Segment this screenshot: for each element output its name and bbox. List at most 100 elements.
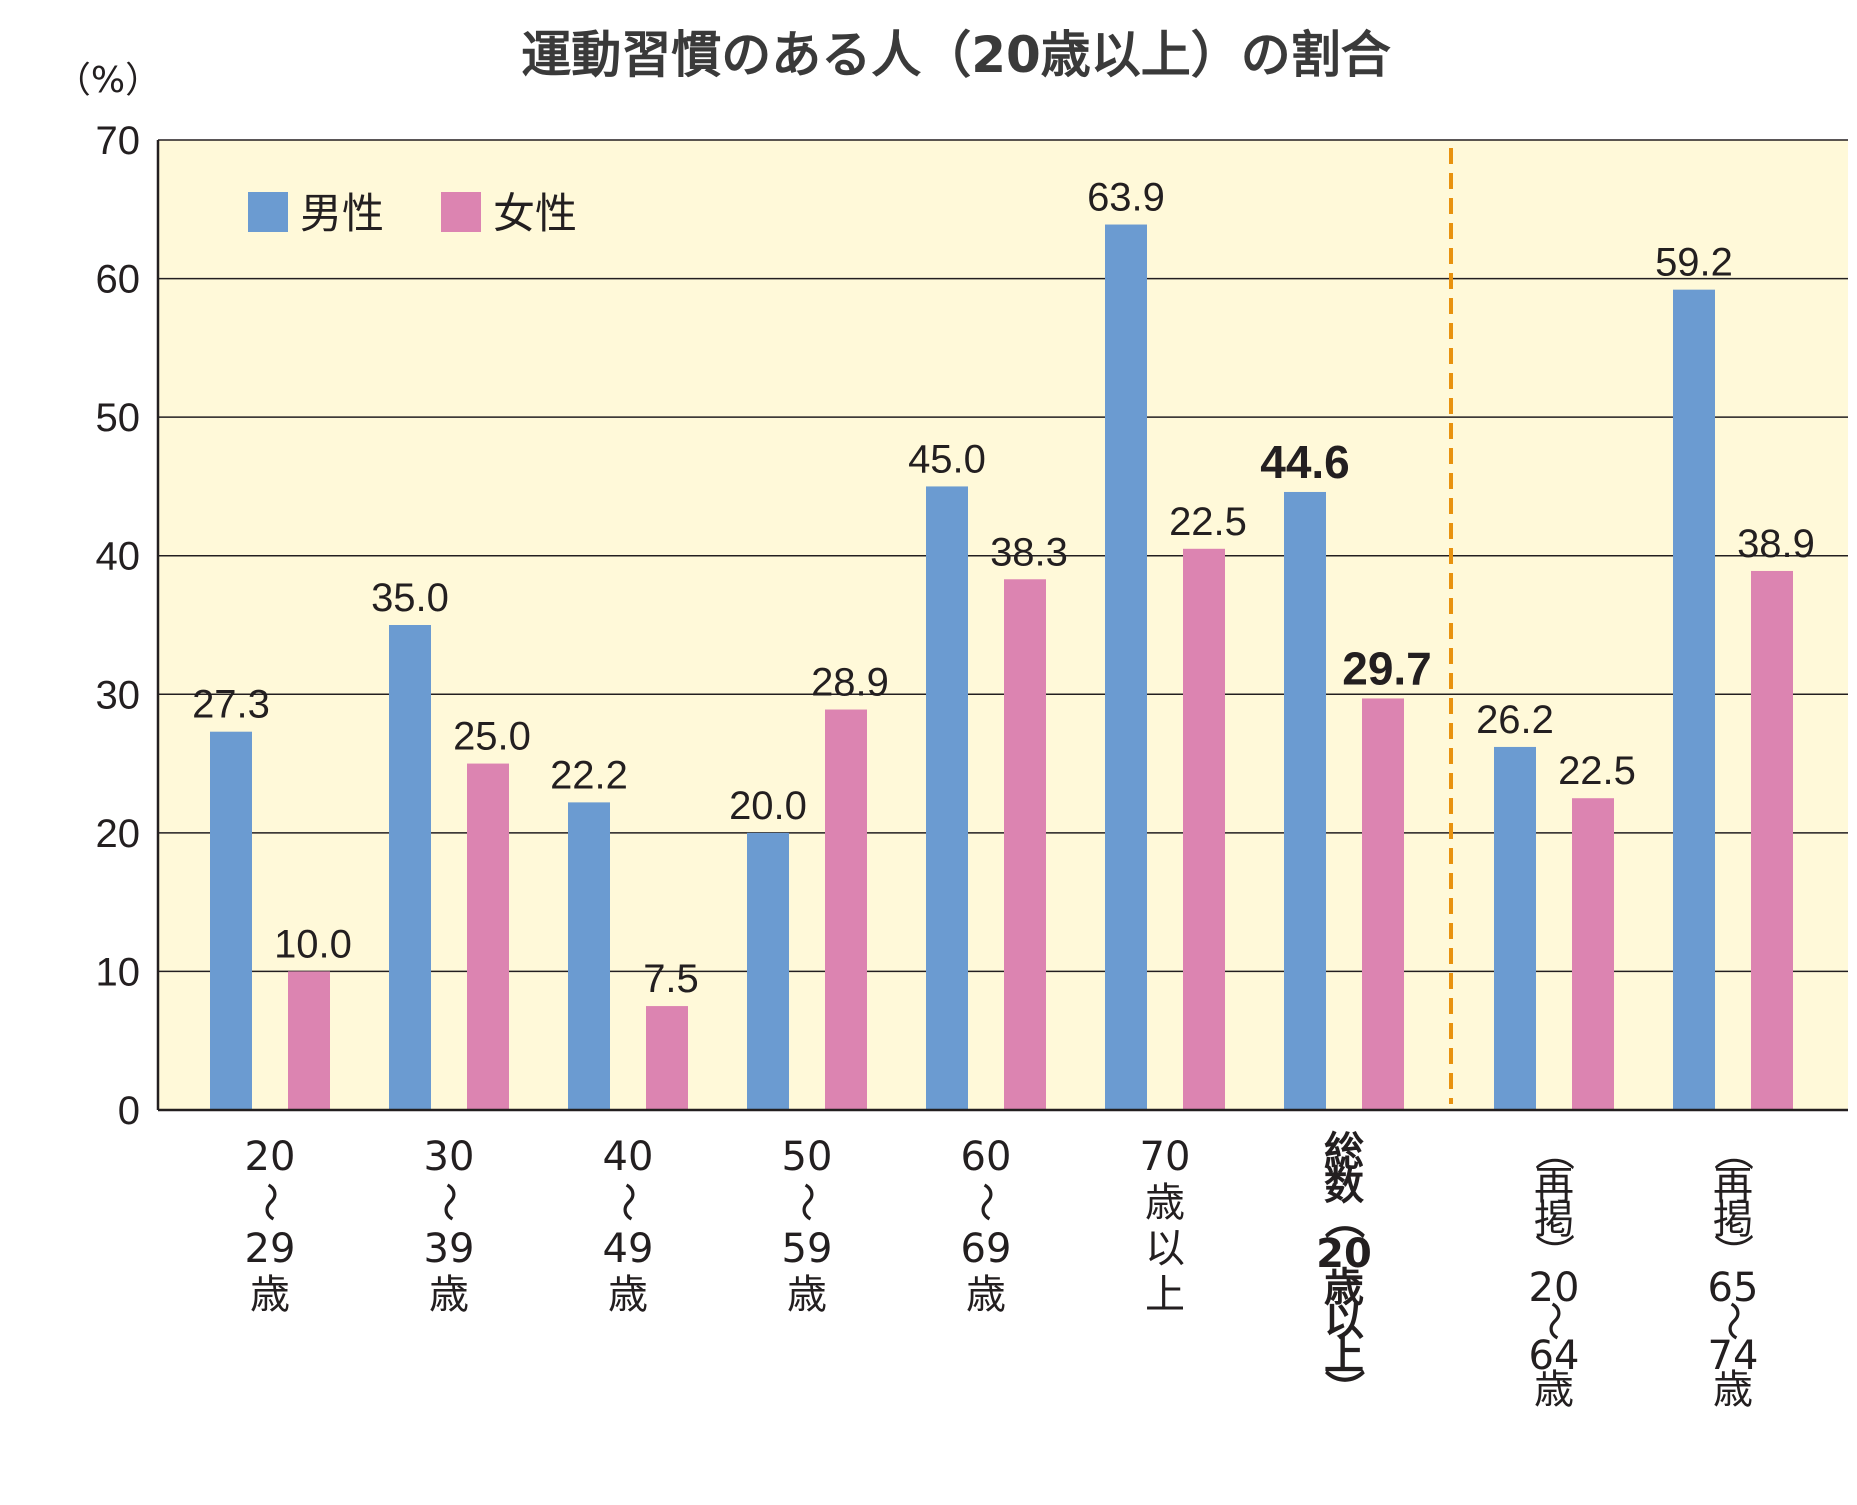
- data-label: 45.0: [908, 437, 986, 481]
- category-label-line: 上: [1145, 1272, 1185, 1318]
- data-label: 27.3: [192, 683, 270, 727]
- category-label-line: 20: [1316, 1231, 1372, 1277]
- category-label-line: （: [1530, 1131, 1576, 1171]
- category-label-line: 59: [782, 1226, 833, 1272]
- data-label: 63.9: [1087, 176, 1165, 220]
- data-label: 22.5: [1558, 749, 1636, 793]
- category-label: 40〜49歳: [603, 1134, 654, 1318]
- category-label-line: 歳: [250, 1272, 290, 1318]
- category-label-line: 歳: [429, 1272, 469, 1318]
- category-label-line: 64: [1529, 1333, 1580, 1379]
- category-label-line: 〜: [962, 1182, 1008, 1222]
- data-label: 38.3: [990, 530, 1068, 574]
- data-label: 35.0: [371, 576, 449, 620]
- category-label-line: 歳: [1534, 1367, 1574, 1413]
- category-label-line: 歳: [966, 1272, 1006, 1318]
- category-label-line: 20: [245, 1134, 296, 1180]
- data-label: 59.2: [1655, 241, 1733, 285]
- category-label-line: 40: [603, 1134, 654, 1180]
- y-tick-label: 10: [96, 950, 141, 994]
- data-label: 28.9: [811, 661, 889, 705]
- category-label-line: 掲: [1534, 1197, 1574, 1243]
- category-label: （再掲）65〜74歳: [1708, 1131, 1759, 1413]
- category-label-line: 〜: [425, 1182, 471, 1222]
- category-label-line: 歳: [787, 1272, 827, 1318]
- category-label-line: 65: [1708, 1265, 1759, 1311]
- category-label-line: ）: [1320, 1369, 1366, 1409]
- bar-male: [747, 832, 789, 1110]
- axes: [156, 140, 1848, 1112]
- category-label-line: 再: [1713, 1163, 1753, 1209]
- y-tick-label: 20: [96, 812, 141, 856]
- category-label-line: 数: [1324, 1163, 1364, 1209]
- bars: [210, 224, 1793, 1111]
- bar-male: [568, 802, 610, 1110]
- data-label: 38.9: [1737, 522, 1815, 566]
- category-label-line: 20: [1529, 1265, 1580, 1311]
- chart-title: 運動習慣のある人（20歳以上）の割合: [521, 26, 1391, 84]
- category-label-line: （: [1709, 1131, 1755, 1171]
- bar-male: [1494, 746, 1536, 1110]
- category-label-line: 以: [1145, 1226, 1185, 1272]
- category-label-line: 70: [1140, 1134, 1191, 1180]
- y-tick-label: 30: [96, 673, 141, 717]
- category-label-line: 49: [603, 1226, 654, 1272]
- gridlines: [158, 139, 1848, 1104]
- category-label-line: 歳: [1713, 1367, 1753, 1413]
- category-label-line: 総: [1324, 1129, 1364, 1175]
- bar-male: [1673, 289, 1715, 1111]
- bar-female: [1362, 698, 1404, 1110]
- bar-female: [1751, 570, 1793, 1110]
- category-label: 30〜39歳: [424, 1134, 475, 1318]
- category-label-line: 歳: [608, 1272, 648, 1318]
- category-label-line: 〜: [604, 1182, 650, 1222]
- category-labels: 20〜29歳30〜39歳40〜49歳50〜59歳60〜69歳70歳以上総数（20…: [245, 1129, 1759, 1413]
- category-label: 50〜59歳: [782, 1134, 833, 1318]
- category-label-line: 歳: [1145, 1180, 1185, 1226]
- y-tick-label: 70: [96, 119, 141, 163]
- category-label-line: 〜: [246, 1182, 292, 1222]
- bar-male: [1105, 224, 1147, 1110]
- legend: 男性 女性: [248, 189, 577, 238]
- y-tick-label: 60: [96, 258, 141, 302]
- bar-male: [926, 486, 968, 1110]
- y-tick-label: 50: [96, 396, 141, 440]
- y-axis-unit: （%）: [55, 60, 161, 101]
- category-label-line: 74: [1708, 1333, 1759, 1379]
- legend-swatch-female: [441, 192, 481, 232]
- plot-area: [158, 140, 1848, 1110]
- bar-female: [467, 763, 509, 1110]
- data-label: 20.0: [729, 784, 807, 828]
- data-label: 29.7: [1342, 642, 1432, 694]
- category-label-line: 29: [245, 1226, 296, 1272]
- category-label-line: 歳: [1324, 1265, 1364, 1311]
- category-label-line: 50: [782, 1134, 833, 1180]
- category-label-line: 〜: [1530, 1301, 1576, 1341]
- category-label-line: （: [1320, 1199, 1366, 1239]
- category-label-line: 再: [1534, 1163, 1574, 1209]
- y-tick-label: 40: [96, 535, 141, 579]
- legend-swatch-male: [248, 192, 288, 232]
- bar-female: [288, 971, 330, 1110]
- data-label: 22.2: [550, 753, 628, 797]
- category-label-line: 39: [424, 1226, 475, 1272]
- category-label: 総数（20歳以上）: [1316, 1129, 1372, 1409]
- legend-label: 男性: [300, 189, 384, 238]
- bar-female: [1004, 579, 1046, 1110]
- data-label: 22.5: [1169, 500, 1247, 544]
- category-label-line: ）: [1709, 1233, 1755, 1273]
- category-label: 20〜29歳: [245, 1134, 296, 1318]
- bar-female: [1572, 798, 1614, 1110]
- data-label: 44.6: [1260, 436, 1350, 488]
- bar-female: [825, 709, 867, 1110]
- category-label-line: 上: [1324, 1333, 1364, 1379]
- bar-male: [1284, 491, 1326, 1110]
- y-tick-label: 0: [118, 1089, 140, 1133]
- bar-male: [210, 731, 252, 1110]
- category-label-line: 60: [961, 1134, 1012, 1180]
- bar-female: [1183, 548, 1225, 1110]
- category-label: （再掲）20〜64歳: [1529, 1131, 1580, 1413]
- data-label: 7.5: [643, 957, 699, 1001]
